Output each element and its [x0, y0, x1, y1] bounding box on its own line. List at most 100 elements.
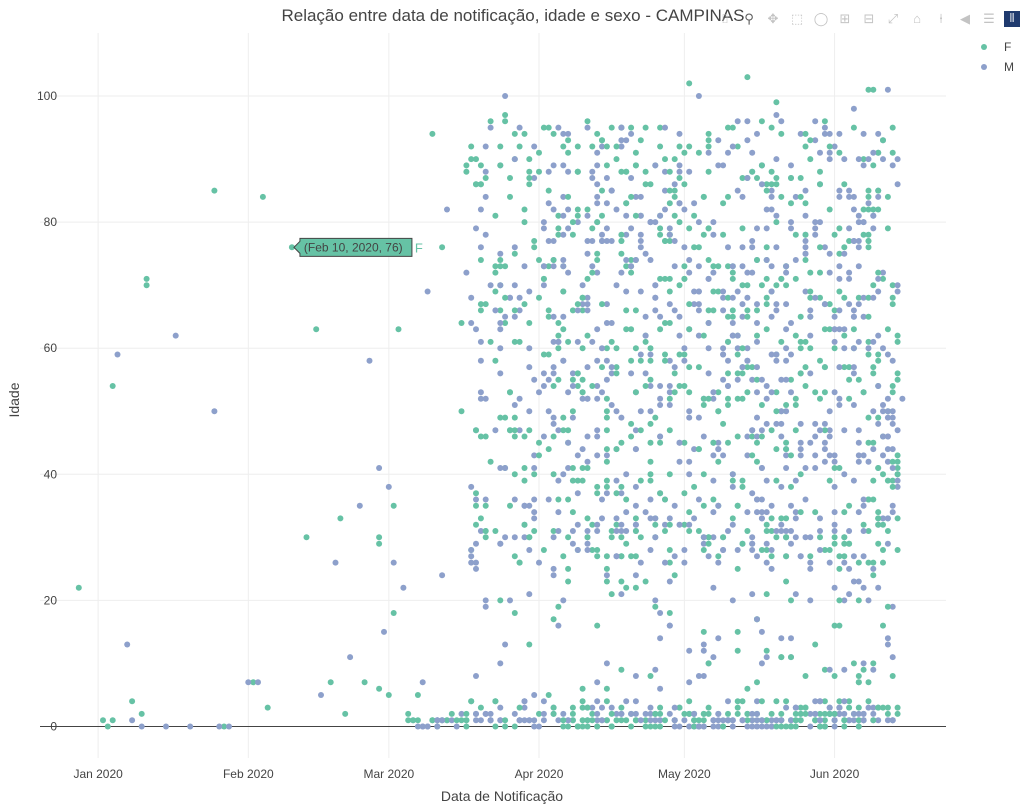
data-point-m	[812, 225, 819, 232]
data-point-m	[788, 502, 794, 509]
data-point-m	[729, 263, 736, 270]
data-point-m	[555, 427, 562, 434]
data-point-f	[531, 238, 538, 244]
data-point-f	[754, 376, 760, 383]
data-point-m	[749, 723, 756, 730]
data-point-f	[826, 547, 833, 553]
data-point-m	[666, 231, 673, 238]
data-point-m	[516, 427, 523, 434]
data-point-f	[894, 332, 901, 339]
data-point-f	[860, 389, 867, 396]
data-point-f	[797, 175, 804, 181]
data-point-m	[855, 427, 862, 434]
data-point-f	[492, 269, 499, 276]
data-point-f	[773, 534, 780, 541]
data-point-f	[526, 320, 533, 326]
data-point-f	[802, 143, 809, 150]
data-point-m	[492, 307, 499, 314]
data-point-m	[880, 345, 886, 352]
legend-item-f[interactable]: F	[981, 40, 1011, 54]
data-point-f	[477, 704, 484, 711]
data-point-m	[836, 395, 843, 402]
data-point-f	[652, 414, 659, 421]
x-tick-label: Jun 2020	[810, 767, 860, 781]
data-point-m	[729, 483, 736, 490]
plotly-logo-icon[interactable]: ⫼	[1004, 11, 1020, 27]
data-point-m	[865, 156, 872, 163]
data-point-m	[497, 320, 504, 326]
data-point-m	[705, 149, 712, 156]
autoscale-icon[interactable]: ⤢	[887, 11, 899, 26]
data-point-f	[700, 395, 707, 402]
data-point-f	[889, 124, 896, 131]
zoom-in-icon[interactable]: ⊞	[839, 11, 851, 26]
data-point-f	[802, 704, 809, 711]
data-point-f	[662, 357, 668, 364]
data-point-f	[444, 717, 450, 724]
data-point-f	[836, 288, 843, 295]
data-point-m	[880, 452, 886, 459]
data-point-m	[807, 370, 814, 377]
data-point-m	[889, 446, 896, 453]
data-point-f	[463, 710, 470, 717]
data-point-f	[865, 414, 872, 421]
legend-item-m[interactable]: M	[981, 60, 1014, 74]
data-point-m	[560, 710, 567, 717]
data-point-f	[865, 231, 872, 238]
data-point-f	[870, 206, 877, 213]
box-select-icon[interactable]: ⬚	[790, 11, 804, 26]
data-point-f	[802, 231, 809, 238]
data-point-f	[773, 408, 780, 415]
data-points[interactable]	[75, 74, 906, 730]
data-point-m	[439, 572, 446, 579]
data-point-f	[744, 74, 751, 81]
data-point-f	[652, 710, 659, 717]
data-point-f	[507, 427, 513, 434]
data-point-m	[749, 534, 756, 541]
data-point-m	[589, 263, 596, 270]
data-point-m	[850, 553, 857, 560]
data-point-m	[783, 263, 790, 270]
hover-closest-icon[interactable]: ◀	[960, 11, 970, 26]
data-point-f	[889, 282, 896, 289]
zoom-out-icon[interactable]: ⊟	[863, 11, 875, 26]
legend[interactable]: FM	[981, 40, 1014, 74]
data-point-f	[875, 269, 882, 276]
data-point-m	[632, 446, 639, 453]
reset-axes-icon[interactable]: ⌂	[913, 11, 921, 26]
data-point-m	[531, 717, 538, 724]
data-point-f	[686, 710, 693, 717]
data-point-m	[807, 307, 814, 314]
data-point-m	[773, 244, 780, 251]
data-point-m	[666, 578, 673, 585]
data-point-f	[473, 502, 479, 509]
data-point-m	[846, 269, 853, 276]
data-point-f	[855, 723, 862, 730]
data-point-m	[608, 320, 615, 326]
data-point-f	[463, 723, 470, 730]
data-point-m	[521, 698, 528, 705]
data-point-f	[792, 332, 799, 339]
spike-lines-icon[interactable]: ⍿	[939, 11, 943, 26]
data-point-m	[536, 559, 542, 566]
data-point-f	[657, 704, 664, 711]
zoom-icon[interactable]: ⚲	[744, 11, 754, 26]
lasso-select-icon[interactable]: ◯	[813, 11, 829, 26]
data-point-m	[594, 521, 601, 528]
data-point-f	[841, 364, 848, 371]
hover-compare-icon[interactable]: ☰	[983, 11, 995, 26]
data-point-m	[497, 345, 504, 352]
data-point-f	[831, 673, 838, 679]
data-point-f	[550, 433, 557, 440]
data-point-m	[662, 187, 668, 194]
data-point-m	[565, 168, 572, 175]
data-point-f	[725, 294, 731, 301]
camera-icon[interactable]: ⌷	[721, 11, 729, 26]
data-point-m	[545, 376, 552, 383]
data-point-m	[347, 654, 354, 661]
pan-icon[interactable]: ✥	[767, 11, 779, 26]
data-point-f	[138, 710, 145, 717]
data-point-m	[565, 225, 572, 232]
data-point-f	[884, 710, 891, 717]
